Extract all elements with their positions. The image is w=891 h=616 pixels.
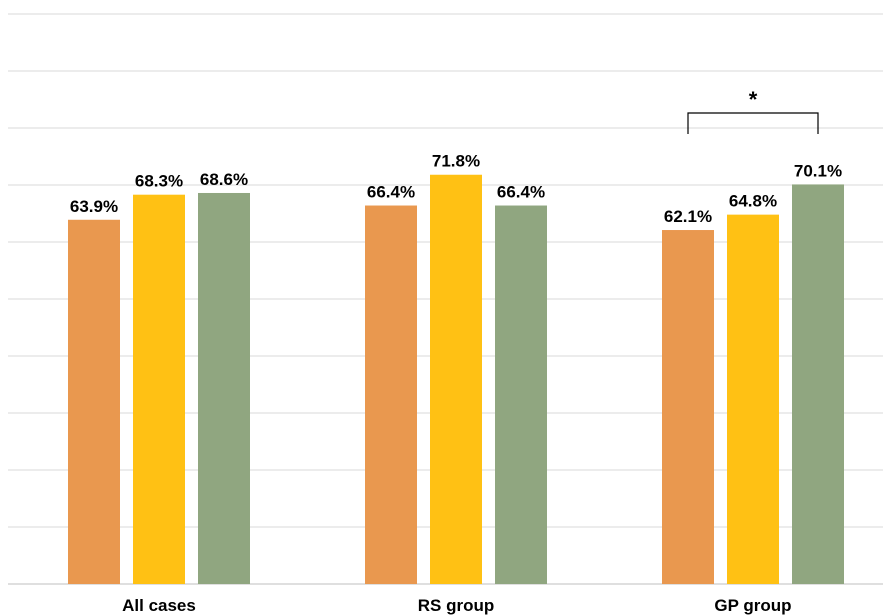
data-label: 66.4% [497,183,545,202]
bar [727,214,779,584]
data-label: 70.1% [794,161,842,180]
bar [662,230,714,584]
data-label: 64.8% [729,192,777,211]
significance-marker: * [687,87,819,134]
data-label: 68.6% [200,170,248,189]
category-label: RS group [418,596,495,615]
data-labels: 63.9% 68.3% 68.6% 66.4% 71.8% 66.4% 62.1% 64.8%… [70,152,842,226]
category-label: GP group [714,596,791,615]
category-labels: All cases RS group GP group [122,596,791,615]
data-label: 62.1% [664,207,712,226]
data-label: 66.4% [367,183,415,202]
bar [430,174,482,585]
bar [495,205,547,584]
bar [365,205,417,584]
bar [198,192,250,585]
bars [68,174,844,585]
bar [68,219,120,584]
bar [792,184,844,584]
data-label: 71.8% [432,152,480,171]
category-label: All cases [122,596,196,615]
data-label: 68.3% [135,172,183,191]
significance-bracket [687,112,819,134]
bar [133,194,185,584]
significance-asterisk: * [749,87,758,112]
data-label: 63.9% [70,197,118,216]
